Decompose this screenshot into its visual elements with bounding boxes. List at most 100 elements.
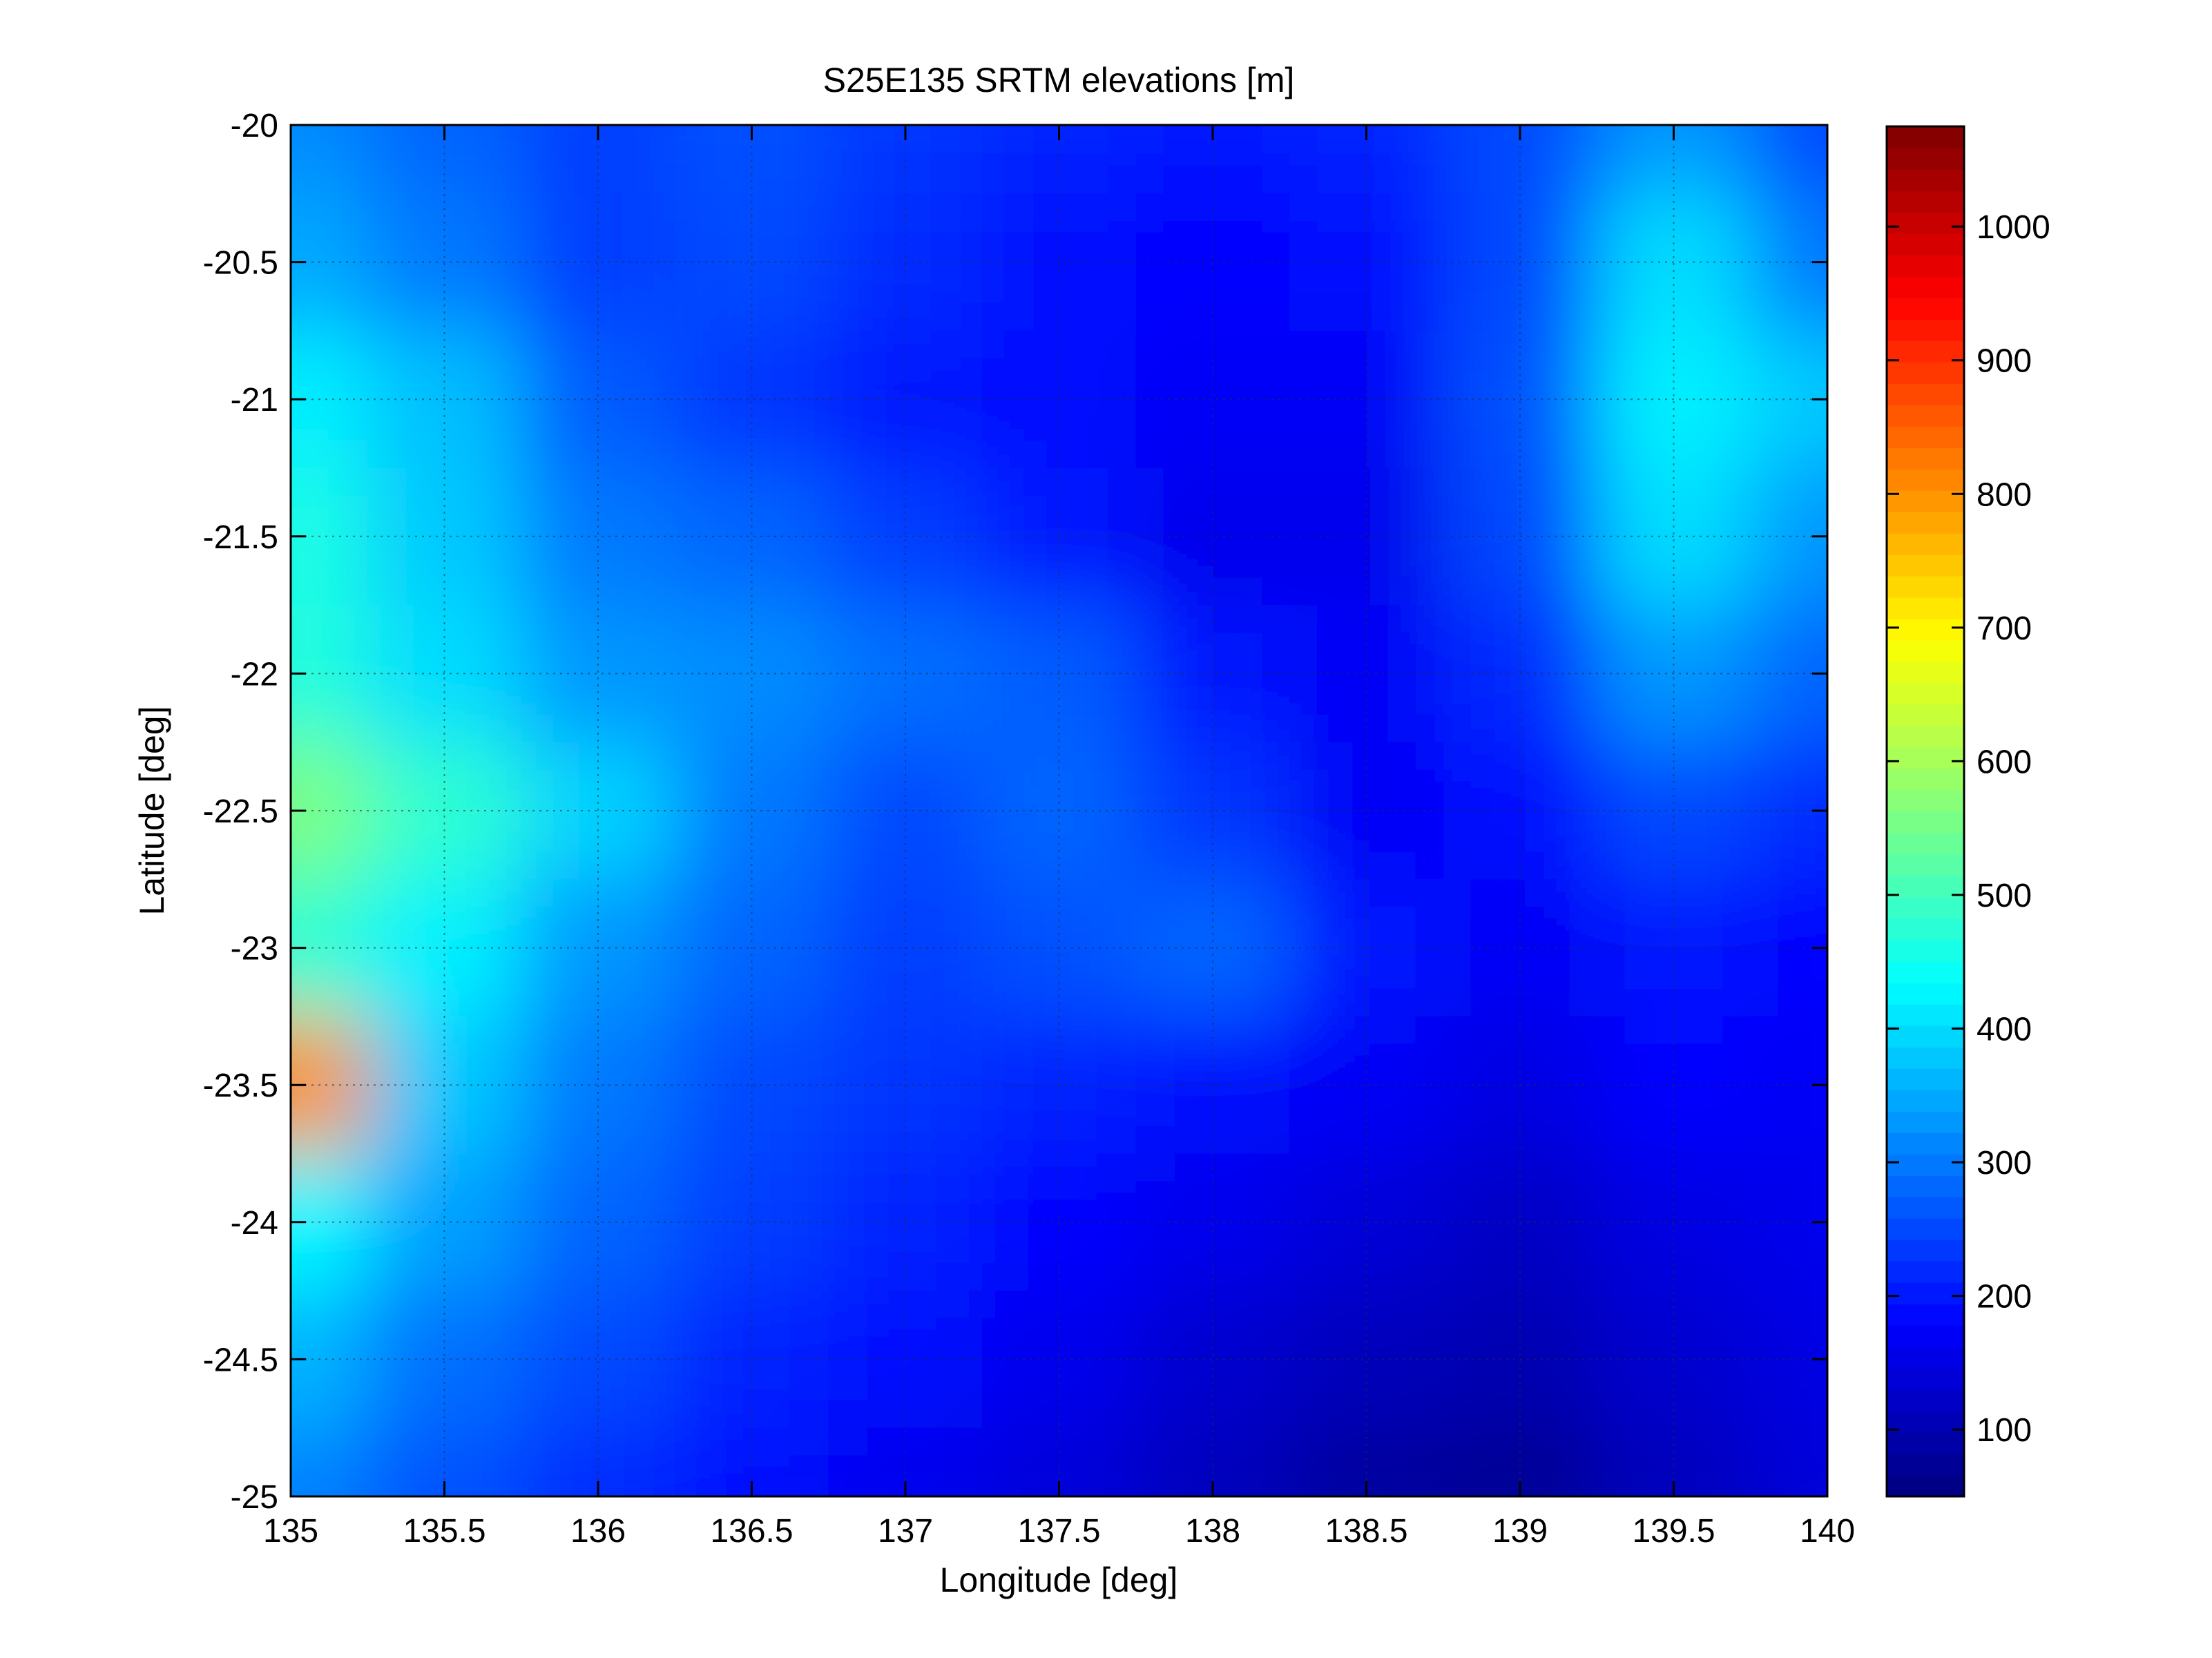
colorbar-step	[1887, 1047, 1964, 1069]
colorbar-step	[1887, 1068, 1964, 1090]
colorbar-step	[1887, 619, 1964, 641]
x-tick-label: 139	[1492, 1513, 1548, 1550]
colorbar-step	[1887, 447, 1964, 470]
heatmap-cell	[675, 330, 829, 469]
colorbar-step	[1887, 662, 1964, 684]
heatmap-cell	[291, 1427, 369, 1496]
heatmap-cell	[521, 1291, 676, 1429]
heatmap-cell	[521, 330, 676, 469]
colorbar-step	[1887, 1368, 1964, 1390]
colorbar-frame	[1885, 125, 1965, 1498]
colorbar-step	[1887, 1475, 1964, 1497]
x-tick-label: 139.5	[1632, 1513, 1715, 1550]
colorbar-gradient	[1887, 126, 1964, 1497]
colorbar-tick-label: 700	[1977, 610, 2032, 647]
x-tick-label: 137	[878, 1513, 933, 1550]
colorbar-step	[1887, 747, 1964, 769]
x-tick-label: 138.5	[1325, 1513, 1407, 1550]
colorbar-step	[1887, 340, 1964, 363]
colorbar-step	[1887, 1389, 1964, 1411]
x-tick-label: 135.5	[403, 1513, 485, 1550]
y-tick-label: -23.5	[203, 1068, 278, 1104]
y-tick-label: -22.5	[203, 793, 278, 830]
colorbar-step	[1887, 1197, 1964, 1219]
heatmap-cell	[675, 605, 829, 743]
y-tick-label: -22	[231, 656, 278, 693]
y-tick-label: -21	[231, 382, 278, 418]
colorbar-step	[1887, 1154, 1964, 1176]
y-tick-label: -20.5	[203, 245, 278, 282]
heatmap-cell	[521, 1153, 676, 1292]
heatmap-cell	[1289, 605, 1444, 743]
colorbar-step	[1887, 1175, 1964, 1197]
colorbar-step	[1887, 897, 1964, 919]
colorbar-step	[1887, 726, 1964, 748]
colorbar-step	[1887, 683, 1964, 705]
heatmap-cell	[1135, 1153, 1291, 1292]
colorbar-step	[1887, 876, 1964, 898]
colorbar-tick-label: 600	[1977, 744, 2032, 780]
colorbar-step	[1887, 1025, 1964, 1048]
colorbar-step	[1887, 383, 1964, 405]
heatmap-cell	[1750, 125, 1827, 195]
colorbar-step	[1887, 490, 1964, 512]
colorbar: 100 200 300 400 500 600 700 800 900 1000	[1885, 125, 2050, 1498]
x-tick-label: 138	[1185, 1513, 1240, 1550]
heatmap-cell	[675, 1153, 829, 1292]
x-axis-ticks: 135 135.5 136 136.5 137 137.5 138 138.5 139 139.5…	[263, 125, 1855, 1550]
colorbar-step	[1887, 212, 1964, 234]
colorbar-step	[1887, 704, 1964, 726]
colorbar-step	[1887, 405, 1964, 427]
y-tick-label: -23	[231, 931, 278, 967]
colorbar-step	[1887, 1004, 1964, 1026]
colorbar-step	[1887, 255, 1964, 277]
y-tick-label: -20	[231, 108, 278, 144]
colorbar-step	[1887, 191, 1964, 213]
heatmap-cell	[1135, 467, 1291, 606]
colorbar-step	[1887, 533, 1964, 555]
heatmap-cell	[1135, 1291, 1291, 1429]
heatmap-plot-area: 135 135.5 136 136.5 137 137.5 138 138.5 139 139.5…	[203, 108, 1855, 1550]
colorbar-tick-label: 500	[1977, 878, 2032, 914]
heatmap-cell	[1135, 193, 1291, 331]
colorbar-tick-label: 800	[1977, 476, 2032, 513]
colorbar-step	[1887, 1090, 1964, 1112]
colorbar-step	[1887, 1304, 1964, 1326]
colorbar-step	[1887, 1240, 1964, 1262]
colorbar-step	[1887, 1411, 1964, 1433]
x-tick-label: 137.5	[1017, 1513, 1100, 1550]
heatmap-cell	[675, 742, 829, 880]
colorbar-tick-label: 400	[1977, 1012, 2032, 1048]
colorbar-step	[1887, 1218, 1964, 1240]
colorbar-step	[1887, 833, 1964, 855]
colorbar-step	[1887, 1282, 1964, 1304]
heatmap-cell	[1750, 1427, 1827, 1496]
x-tick-label: 140	[1800, 1513, 1855, 1550]
colorbar-step	[1887, 1325, 1964, 1347]
colorbar-step	[1887, 555, 1964, 577]
colorbar-step	[1887, 811, 1964, 833]
colorbar-step	[1887, 512, 1964, 534]
x-tick-label: 136.5	[710, 1513, 793, 1550]
colorbar-step	[1887, 1132, 1964, 1155]
colorbar-step	[1887, 169, 1964, 191]
colorbar-step	[1887, 1347, 1964, 1369]
colorbar-tick-label: 100	[1977, 1412, 2032, 1449]
colorbar-step	[1887, 576, 1964, 598]
x-tick-label: 136	[570, 1513, 626, 1550]
heatmap-cell	[675, 467, 829, 606]
heatmap-cell	[675, 193, 829, 331]
y-tick-label: -24.5	[203, 1342, 278, 1378]
heatmap-cell	[1289, 1291, 1444, 1429]
colorbar-step	[1887, 940, 1964, 962]
heatmap-cell	[675, 1291, 829, 1429]
y-tick-label: -21.5	[203, 519, 278, 556]
colorbar-step	[1887, 298, 1964, 320]
colorbar-step	[1887, 1432, 1964, 1454]
colorbar-step	[1887, 854, 1964, 876]
y-tick-label: -24	[231, 1205, 278, 1242]
colorbar-step	[1887, 319, 1964, 341]
x-axis-label: Longitude [deg]	[940, 1561, 1178, 1599]
heatmap-cell	[1135, 742, 1291, 880]
